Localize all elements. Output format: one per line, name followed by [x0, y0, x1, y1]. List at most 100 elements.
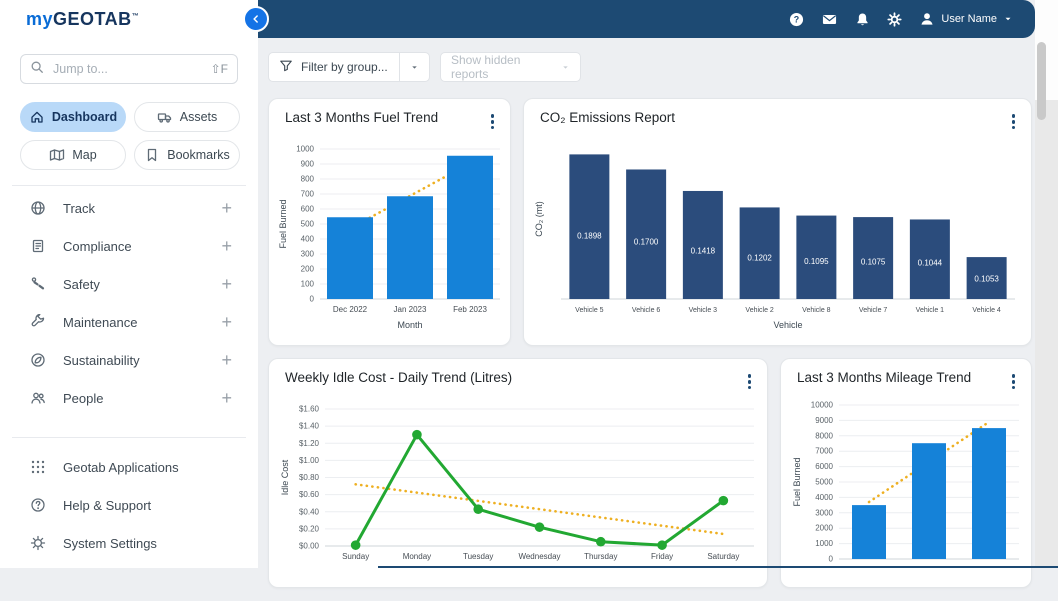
quick-link-dashboard[interactable]: Dashboard	[20, 102, 126, 132]
svg-text:$1.60: $1.60	[299, 405, 320, 414]
svg-text:Feb 2023: Feb 2023	[453, 305, 487, 314]
expand-plus-icon[interactable]: +	[221, 274, 232, 294]
apps-grid-icon	[30, 459, 47, 476]
quick-link-label: Map	[72, 148, 97, 162]
fuel-trend-title: Last 3 Months Fuel Trend	[285, 110, 439, 125]
expand-plus-icon[interactable]: +	[221, 236, 232, 256]
svg-text:1000: 1000	[815, 539, 833, 548]
svg-text:$1.00: $1.00	[299, 456, 320, 465]
svg-text:$0.80: $0.80	[299, 473, 320, 482]
svg-text:Tuesday: Tuesday	[463, 552, 493, 561]
sidebar-item-system-settings[interactable]: System Settings	[0, 524, 258, 562]
leaf-icon	[30, 352, 47, 369]
page-scrollbar-track	[1035, 0, 1058, 568]
user-menu[interactable]: User Name	[919, 11, 1013, 27]
expand-plus-icon[interactable]: +	[221, 312, 232, 332]
card-menu-kebab-icon[interactable]	[487, 110, 499, 134]
user-icon	[919, 11, 935, 27]
user-name-label: User Name	[941, 13, 997, 25]
svg-text:Sunday: Sunday	[342, 552, 369, 561]
svg-text:Vehicle 7: Vehicle 7	[859, 307, 888, 314]
svg-text:Vehicle 8: Vehicle 8	[802, 307, 831, 314]
filter-by-group-button[interactable]: Filter by group...	[268, 52, 430, 82]
expand-plus-icon[interactable]: +	[221, 350, 232, 370]
svg-text:0.1095: 0.1095	[804, 257, 829, 266]
fuel-trend-card: Last 3 Months Fuel Trend 0 100 200 300 400 50…	[268, 98, 511, 346]
svg-text:Vehicle 6: Vehicle 6	[632, 307, 661, 314]
sidebar-item-help-support[interactable]: Help & Support	[0, 486, 258, 524]
sidebar-divider	[12, 185, 246, 186]
svg-text:0.1075: 0.1075	[861, 258, 886, 267]
svg-text:CO₂ (mt): CO₂ (mt)	[534, 201, 544, 237]
quick-link-map[interactable]: Map	[20, 140, 126, 170]
svg-text:Vehicle 3: Vehicle 3	[689, 307, 718, 314]
topbar-actions: ? User Name	[789, 0, 1013, 38]
sidebar-item-maintenance[interactable]: Maintenance +	[0, 303, 258, 341]
sidebar: myGEOTAB™ ⇧F Dashboard Assets Map Bookmarks…	[0, 0, 258, 568]
logo-geotab: GEOTAB	[53, 9, 132, 29]
mygeotab-logo: myGEOTAB™	[26, 9, 139, 30]
mileage-trend-card: Last 3 Months Mileage Trend 0 1000 2000 300…	[780, 358, 1032, 588]
svg-text:?: ?	[794, 14, 799, 24]
svg-text:300: 300	[301, 250, 315, 259]
sidebar-item-people[interactable]: People +	[0, 379, 258, 417]
svg-text:Saturday: Saturday	[707, 552, 739, 561]
sidebar-item-geotab-applications[interactable]: Geotab Applications	[0, 448, 258, 486]
filter-group-dropdown-caret[interactable]	[399, 53, 429, 81]
svg-text:Month: Month	[397, 320, 422, 330]
expand-plus-icon[interactable]: +	[221, 198, 232, 218]
search-input[interactable]	[51, 61, 204, 77]
svg-text:700: 700	[301, 190, 315, 199]
quick-links: Dashboard Assets Map Bookmarks	[20, 102, 240, 170]
svg-text:5000: 5000	[815, 478, 833, 487]
svg-text:Fuel Burned: Fuel Burned	[278, 199, 288, 248]
idle-cost-card: Weekly Idle Cost - Daily Trend (Litres) …	[268, 358, 768, 588]
help-icon[interactable]: ?	[789, 12, 804, 27]
svg-text:0.1044: 0.1044	[918, 259, 943, 268]
mail-icon[interactable]	[821, 12, 838, 27]
show-hidden-reports-button[interactable]: Show hidden reports	[440, 52, 581, 82]
svg-text:400: 400	[301, 235, 315, 244]
notifications-icon[interactable]	[855, 12, 870, 27]
sidebar-item-track[interactable]: Track +	[0, 189, 258, 227]
show-hidden-reports-label: Show hidden reports	[451, 53, 521, 81]
card-menu-kebab-icon[interactable]	[744, 370, 756, 394]
globe-icon	[30, 200, 47, 217]
truck-icon	[157, 109, 173, 125]
top-navigation-bar: ? User Name	[258, 0, 1035, 38]
card-menu-kebab-icon[interactable]	[1008, 110, 1020, 134]
svg-text:200: 200	[301, 265, 315, 274]
jump-to-search[interactable]: ⇧F	[20, 54, 238, 84]
scrollbar-thumb[interactable]	[1037, 42, 1046, 120]
svg-text:Idle Cost: Idle Cost	[280, 459, 290, 495]
people-icon	[30, 390, 47, 407]
svg-text:100: 100	[301, 280, 315, 289]
quick-link-bookmarks[interactable]: Bookmarks	[134, 140, 240, 170]
svg-text:Vehicle 4: Vehicle 4	[972, 307, 1001, 314]
quick-link-assets[interactable]: Assets	[134, 102, 240, 132]
sidebar-menu: Track + Compliance + Safety + Maintenance + Sust…	[0, 189, 258, 417]
svg-text:Monday: Monday	[403, 552, 431, 561]
sidebar-collapse-button[interactable]	[243, 6, 269, 32]
logo-my: my	[26, 9, 54, 29]
svg-text:Dec 2022: Dec 2022	[333, 305, 368, 314]
svg-text:3000: 3000	[815, 508, 833, 517]
card-menu-kebab-icon[interactable]	[1008, 370, 1020, 394]
quick-link-label: Dashboard	[51, 110, 118, 124]
expand-plus-icon[interactable]: +	[221, 388, 232, 408]
gear-icon	[30, 535, 47, 552]
sidebar-item-sustainability[interactable]: Sustainability +	[0, 341, 258, 379]
svg-text:7000: 7000	[815, 447, 833, 456]
settings-icon[interactable]	[887, 11, 902, 27]
idle-cost-chart: $0.00 $0.20 $0.40 $0.60 $0.80 $1.00 $1.20 $1.40…	[277, 395, 757, 580]
svg-text:1000: 1000	[296, 145, 314, 154]
svg-text:Vehicle: Vehicle	[773, 320, 802, 330]
sidebar-item-compliance[interactable]: Compliance +	[0, 227, 258, 265]
svg-text:0.1898: 0.1898	[577, 231, 602, 240]
sidebar-item-safety[interactable]: Safety +	[0, 265, 258, 303]
sidebar-item-label: Track	[63, 200, 96, 216]
svg-text:Vehicle 2: Vehicle 2	[745, 307, 774, 314]
svg-text:6000: 6000	[815, 462, 833, 471]
svg-text:500: 500	[301, 220, 315, 229]
sidebar-item-label: System Settings	[63, 535, 157, 551]
